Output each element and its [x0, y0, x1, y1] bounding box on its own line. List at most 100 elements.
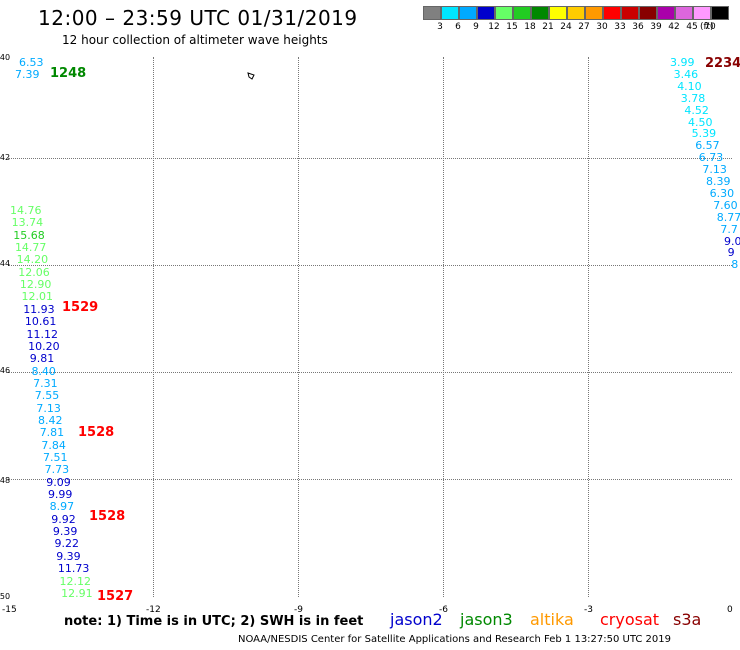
wave-height-value: 12.12	[59, 574, 92, 588]
legend-swatch	[621, 6, 639, 20]
grid-line-horizontal	[8, 265, 732, 266]
lon-label: -9	[294, 605, 303, 615]
legend-swatch	[477, 6, 495, 20]
wave-height-value: 7.55	[34, 389, 60, 403]
wave-height-value: 7.51	[43, 451, 68, 464]
lon-label: -3	[584, 605, 593, 615]
wave-height-value: 8.97	[49, 500, 75, 514]
wave-height-value: 6.57	[695, 139, 720, 153]
wave-height-value: 8.39	[706, 175, 731, 188]
legend-unit: (ft)	[700, 22, 714, 32]
legend-label: 42	[668, 22, 680, 32]
legend-label: 36	[632, 22, 644, 32]
grid-line-vertical	[588, 57, 589, 597]
legend-label: 30	[596, 22, 608, 32]
satellite-jason3: jason3	[460, 610, 513, 629]
wave-height-value: 15.68	[13, 228, 45, 242]
lon-label: -15	[2, 605, 17, 615]
wave-height-value: 4.52	[684, 103, 709, 117]
grid-line-horizontal	[8, 158, 732, 159]
wave-height-value: 8	[731, 258, 739, 272]
grid-line-horizontal	[8, 479, 732, 480]
wave-height-value: 9.81	[29, 352, 55, 366]
legend-swatch	[495, 6, 513, 20]
legend-label: 27	[578, 22, 590, 32]
pass-time-label: 1529	[62, 300, 99, 315]
wave-height-value: 11.12	[26, 327, 59, 341]
page-subtitle: 12 hour collection of altimeter wave hei…	[62, 33, 328, 47]
legend-label: 18	[524, 22, 536, 32]
wave-height-value: 7.60	[713, 198, 738, 212]
satellite-jason2: jason2	[390, 610, 443, 629]
credit-line: NOAA/NESDIS Center for Satellite Applica…	[238, 634, 671, 645]
wave-height-value: 9.92	[51, 512, 76, 526]
legend-swatch	[675, 6, 693, 20]
legend-swatch	[549, 6, 567, 20]
pass-time-label: 1248	[50, 66, 87, 81]
legend-label: 9	[473, 22, 479, 32]
island-shape	[247, 72, 255, 80]
legend-label: 21	[542, 22, 554, 32]
wave-height-value: 12.01	[21, 290, 54, 304]
wave-height-value: 14.77	[14, 241, 47, 255]
pass-time-label: 2234	[705, 56, 740, 71]
wave-height-value: 8.40	[31, 364, 56, 378]
wave-height-value: 7.39	[15, 67, 40, 81]
grid-line-vertical	[298, 57, 299, 597]
lon-label: -6	[439, 605, 448, 615]
legend-swatch	[531, 6, 549, 20]
pass-time-label: 1528	[78, 425, 115, 440]
page-title: 12:00 – 23:59 UTC 01/31/2019	[38, 6, 358, 30]
wave-height-value: 9	[727, 246, 735, 260]
grid-line-vertical	[443, 57, 444, 597]
wave-height-value: 8.42	[38, 413, 63, 427]
pass-time-label: 1528	[89, 509, 126, 524]
wave-height-value: 11.93	[23, 302, 55, 316]
wave-height-value: 13.74	[11, 216, 44, 230]
wave-height-value: 9.39	[56, 549, 81, 563]
legend-swatch	[459, 6, 477, 20]
legend-label: 24	[560, 22, 572, 32]
legend-swatch	[657, 6, 675, 20]
legend-swatch	[585, 6, 603, 20]
satellite-cryosat: cryosat	[600, 610, 660, 629]
legend-swatch	[567, 6, 585, 20]
lat-label: -46	[0, 366, 11, 375]
wave-height-value: 3.99	[670, 56, 695, 69]
wave-height-value: 4.10	[677, 79, 702, 93]
lat-label: -48	[0, 476, 11, 485]
legend-swatch	[711, 6, 729, 20]
lat-label: -40	[0, 53, 11, 62]
lat-label: -42	[0, 153, 11, 162]
legend-label: 6	[455, 22, 461, 32]
lat-label: -44	[0, 259, 11, 268]
wave-height-value: 9.0	[724, 234, 740, 248]
wave-height-value: 5.39	[691, 127, 717, 141]
wave-height-value: 6.73	[698, 151, 724, 165]
footnote: note: 1) Time is in UTC; 2) SWH is in fe…	[64, 614, 364, 629]
legend-swatch	[603, 6, 621, 20]
legend-swatch	[639, 6, 657, 20]
legend-label: 39	[650, 22, 662, 32]
wave-height-value: 10.20	[28, 339, 60, 353]
wave-height-value: 9.99	[47, 488, 73, 502]
wave-height-value: 9.22	[54, 537, 80, 551]
wave-height-value: 6.30	[709, 186, 735, 200]
grid-line-horizontal	[8, 372, 732, 373]
wave-height-value: 3.78	[680, 91, 706, 105]
map-plot-area	[8, 57, 732, 597]
lon-label: 0	[727, 605, 733, 615]
wave-height-value: 6.53	[19, 56, 44, 69]
wave-height-value: 4.50	[688, 115, 713, 129]
legend-label: 33	[614, 22, 626, 32]
lon-label: -12	[146, 605, 161, 615]
legend-swatch	[693, 6, 711, 20]
grid-line-vertical	[153, 57, 154, 597]
wave-height-value: 7.7	[720, 222, 738, 236]
wave-height-value: 7.13	[702, 163, 727, 177]
satellite-s3a: s3a	[673, 610, 702, 629]
wave-height-value: 11.73	[57, 562, 90, 576]
legend-label: 15	[506, 22, 518, 32]
wave-height-value: 8.77	[716, 210, 740, 224]
legend-swatch	[423, 6, 441, 20]
